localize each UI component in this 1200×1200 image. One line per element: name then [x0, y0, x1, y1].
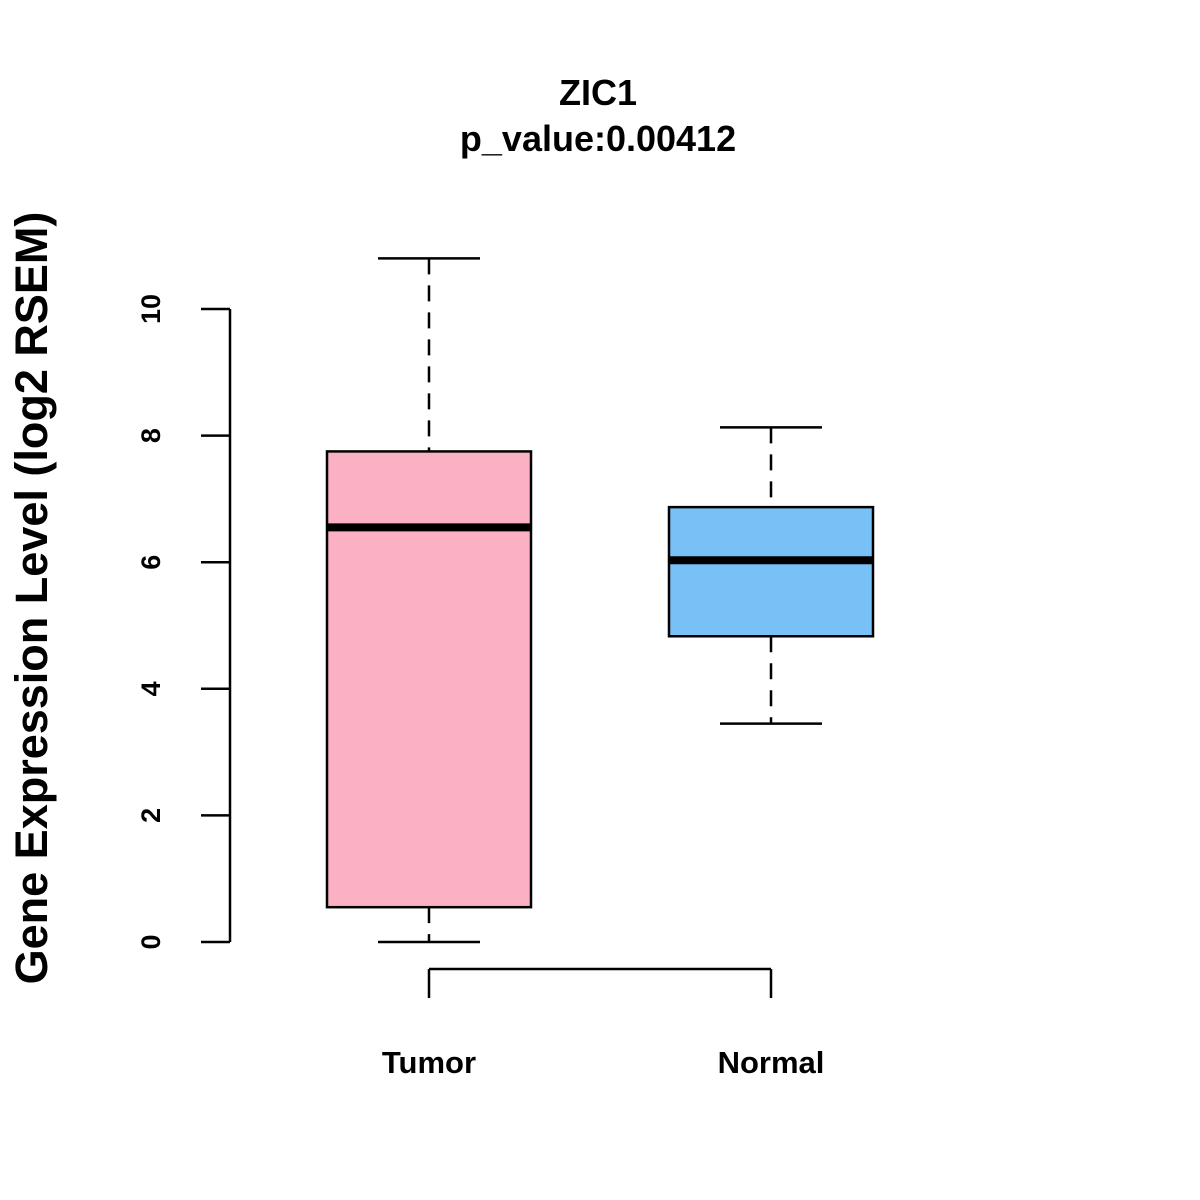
- chart-subtitle: p_value:0.00412: [460, 118, 736, 159]
- y-tick-label: 2: [136, 808, 166, 823]
- box-normal: [667, 426, 875, 725]
- y-tick-label: 8: [136, 428, 166, 443]
- y-tick-label: 10: [136, 294, 166, 324]
- box-tumor: [325, 257, 533, 944]
- x-tick-label: Normal: [718, 1045, 825, 1080]
- x-axis: Tumor Normal: [382, 967, 825, 1080]
- box-body: [667, 505, 875, 638]
- y-axis: 0 2 4 6 8 10: [136, 294, 232, 950]
- y-tick-label: 0: [136, 934, 166, 949]
- x-tick-label: Tumor: [382, 1045, 476, 1080]
- y-axis-label: Gene Expression Level (log2 RSEM): [6, 212, 57, 985]
- boxes: [325, 257, 875, 944]
- box-body: [325, 450, 533, 909]
- y-tick-label: 4: [136, 681, 166, 696]
- chart-title: ZIC1: [559, 72, 637, 113]
- y-tick-label: 6: [136, 555, 166, 570]
